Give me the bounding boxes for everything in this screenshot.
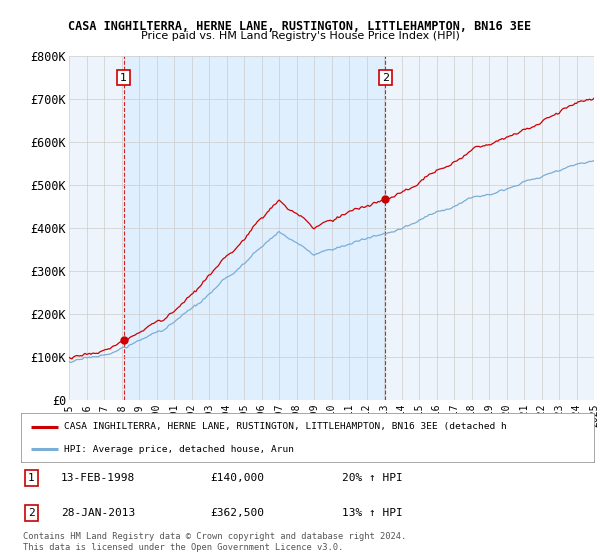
Text: CASA INGHILTERRA, HERNE LANE, RUSTINGTON, LITTLEHAMPTON, BN16 3EE: CASA INGHILTERRA, HERNE LANE, RUSTINGTON… xyxy=(68,20,532,32)
Text: This data is licensed under the Open Government Licence v3.0.: This data is licensed under the Open Gov… xyxy=(23,543,343,552)
Text: 28-JAN-2013: 28-JAN-2013 xyxy=(61,508,136,517)
Text: 20% ↑ HPI: 20% ↑ HPI xyxy=(342,473,403,483)
Bar xyxy=(124,56,385,400)
Text: 2: 2 xyxy=(382,73,389,82)
Text: Price paid vs. HM Land Registry's House Price Index (HPI): Price paid vs. HM Land Registry's House … xyxy=(140,31,460,41)
Text: Contains HM Land Registry data © Crown copyright and database right 2024.: Contains HM Land Registry data © Crown c… xyxy=(23,532,406,542)
Text: £140,000: £140,000 xyxy=(210,473,264,483)
Text: 13% ↑ HPI: 13% ↑ HPI xyxy=(342,508,403,517)
Text: 1: 1 xyxy=(28,473,35,483)
Text: HPI: Average price, detached house, Arun: HPI: Average price, detached house, Arun xyxy=(64,445,294,454)
Text: £362,500: £362,500 xyxy=(210,508,264,517)
Text: 1: 1 xyxy=(120,73,127,82)
Text: 13-FEB-1998: 13-FEB-1998 xyxy=(61,473,136,483)
Text: CASA INGHILTERRA, HERNE LANE, RUSTINGTON, LITTLEHAMPTON, BN16 3EE (detached h: CASA INGHILTERRA, HERNE LANE, RUSTINGTON… xyxy=(64,422,507,431)
Text: 2: 2 xyxy=(28,508,35,517)
